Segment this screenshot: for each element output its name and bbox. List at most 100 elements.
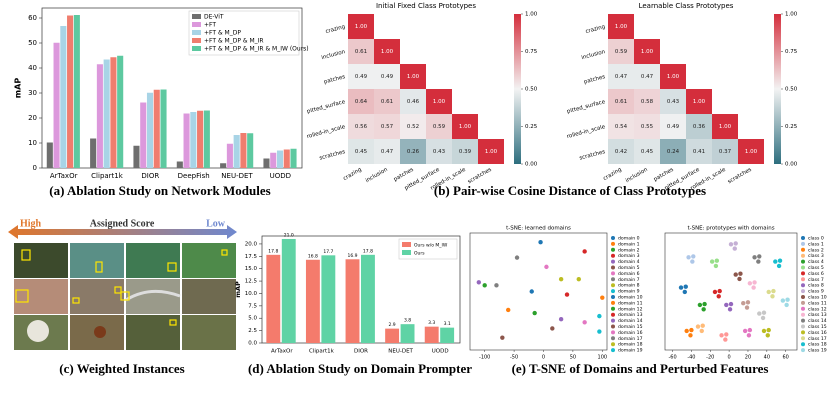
bar: [183, 113, 190, 168]
point: [751, 285, 756, 290]
score-arrow: [8, 225, 237, 239]
legend-label: class 2: [808, 247, 824, 253]
point: [765, 333, 770, 338]
col-label: inclusion: [365, 167, 389, 185]
x-tick-label: -50: [510, 355, 518, 361]
legend-label: class 18: [808, 342, 827, 348]
legend-label: class 19: [808, 348, 827, 354]
bar: [305, 259, 320, 343]
x-tick-label: -40: [687, 355, 695, 361]
weighted-instances: High Assigned Score Low: [8, 218, 237, 350]
legend-label: class 9: [808, 289, 824, 295]
value-label: 3.8: [404, 318, 411, 324]
x-tick-label: ArTaxOr: [50, 172, 78, 180]
point: [702, 301, 707, 307]
low-label: Low: [206, 218, 226, 229]
bar: [321, 255, 336, 343]
legend-marker: [801, 336, 805, 341]
bar: [176, 161, 183, 168]
x-tick-label: ArTaxOr: [271, 349, 293, 355]
cell-label: 1.00: [745, 149, 758, 155]
cell-label: 1.00: [641, 49, 654, 55]
legend-label: +FT & M_DP & M_IR: [204, 37, 264, 44]
point: [777, 258, 783, 263]
legend-marker: [801, 277, 805, 282]
x-tick-label: DeepFish: [178, 172, 210, 180]
legend-marker: [611, 306, 615, 311]
x-tick-label: -100: [479, 355, 490, 361]
point: [691, 254, 696, 259]
cell-label: 0.43: [667, 99, 680, 105]
legend-marker: [611, 312, 615, 317]
legend-marker: [611, 324, 615, 329]
point: [500, 335, 505, 340]
plot-area: [41, 7, 303, 169]
point: [532, 310, 537, 316]
row-label: crazing: [585, 24, 606, 35]
colorbar-tick-label: 0.00: [785, 162, 798, 168]
cell-label: 0.61: [381, 99, 393, 105]
colorbar: [514, 14, 521, 164]
cell-label: 0.45: [355, 149, 368, 155]
cell-label: 0.24: [667, 149, 680, 155]
bar: [263, 158, 270, 168]
legend-label: class 14: [808, 318, 827, 324]
legend-marker: [801, 289, 805, 294]
colorbar-tick-label: 0.25: [525, 124, 538, 130]
col-label: crazing: [602, 167, 622, 182]
legend-label: class 6: [808, 271, 824, 277]
heatmap-cell: [426, 114, 452, 139]
point: [576, 276, 581, 282]
legend-label: class 1: [808, 241, 824, 247]
cell-label: 0.46: [407, 99, 420, 105]
x-tick-label: 0: [542, 355, 545, 361]
cell-label: 0.41: [693, 149, 705, 155]
legend-marker: [611, 241, 615, 246]
bounding-box: [167, 262, 177, 272]
x-tick-label: DIOR: [141, 172, 159, 180]
point: [723, 337, 728, 342]
legend-marker: [801, 259, 805, 264]
instance-image: [182, 279, 236, 314]
point: [738, 271, 743, 276]
bar: [67, 15, 74, 168]
heatmap-cell: [660, 89, 686, 114]
legend-marker: [801, 342, 805, 347]
x-tick-label: NEU-DET: [221, 172, 253, 180]
point: [737, 276, 742, 282]
colorbar: [774, 14, 781, 164]
point: [733, 241, 738, 246]
bar: [240, 133, 247, 168]
heatmap-cell: [686, 139, 712, 164]
bar: [90, 138, 97, 168]
legend-label: class 0: [808, 236, 824, 242]
value-label: 17.8: [268, 248, 278, 254]
cell-label: 0.49: [667, 124, 680, 130]
legend-label: domain 10: [618, 295, 643, 301]
col-label: crazing: [342, 167, 362, 182]
bar: [103, 59, 110, 168]
x-tick-label: 40: [764, 355, 770, 361]
x-tick-label: UODD: [432, 349, 449, 355]
cell-label: 1.00: [719, 124, 732, 130]
legend-marker: [801, 271, 805, 276]
point: [773, 259, 778, 264]
point: [494, 283, 499, 288]
heatmap-cell: [348, 89, 374, 114]
cell-label: 0.39: [459, 149, 472, 155]
value-label: 16.9: [347, 253, 357, 259]
bounding-box: [95, 261, 103, 273]
point: [544, 264, 549, 270]
bar: [270, 152, 277, 168]
row-label: patches: [323, 74, 346, 85]
cell-label: 0.57: [381, 124, 394, 130]
legend-box: [188, 10, 300, 56]
point: [695, 324, 701, 329]
bar: [266, 254, 281, 343]
colorbar-tick-label: 1.00: [785, 12, 798, 18]
point: [780, 298, 786, 303]
cell-label: 0.49: [355, 74, 368, 80]
point: [678, 285, 684, 290]
legend-swatch: [402, 242, 411, 247]
